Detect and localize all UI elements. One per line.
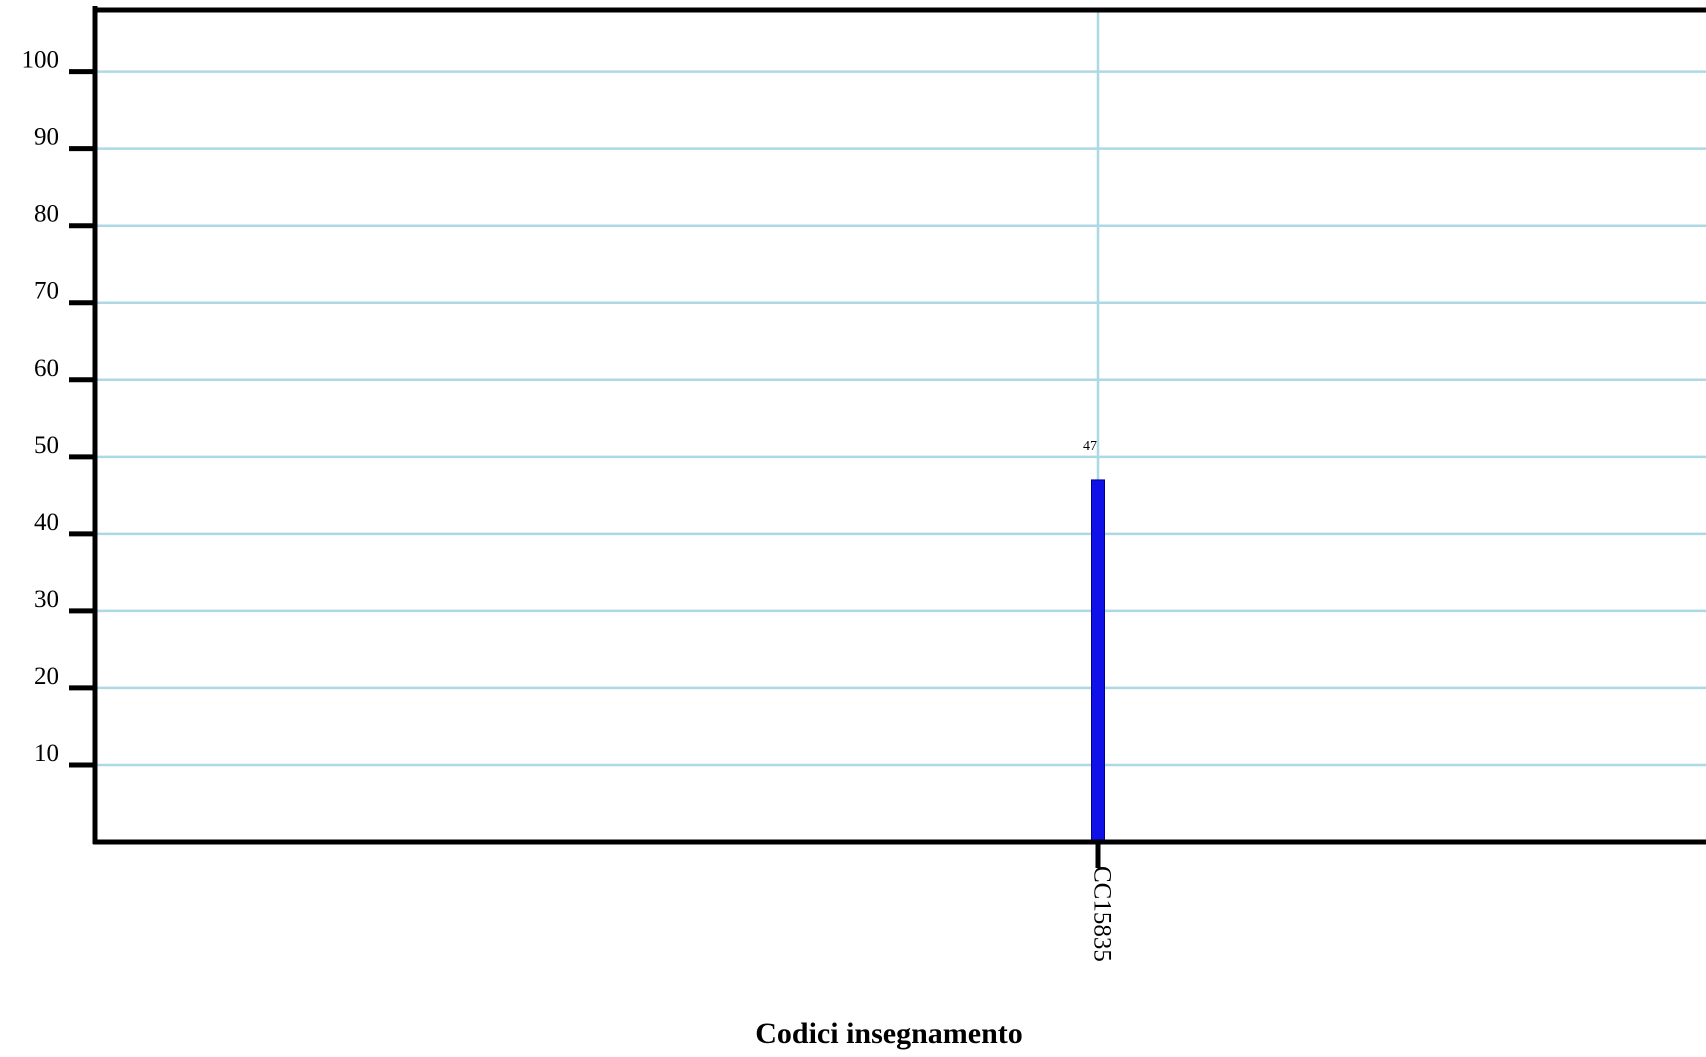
bar-CC15835 [1091,479,1105,843]
y-tick-label: 50 [34,432,59,459]
y-tick-label: 10 [34,740,59,767]
y-axis-ticks: 10 20 30 40 50 60 70 80 90 100 [22,47,95,768]
y-tick-label: 100 [22,47,60,74]
grid-lines [95,10,1706,842]
y-tick-label: 80 [34,201,59,228]
x-category-label: CC15835 [1088,866,1115,962]
bar-value-label: 47 [1083,439,1097,454]
y-tick-label: 60 [34,355,59,382]
bars: 47 [1083,439,1105,843]
y-tick-label: 90 [34,124,59,151]
axes [92,6,1706,845]
y-tick-label: 40 [34,509,59,536]
x-axis-ticks: CC15835 [1088,842,1115,962]
x-axis-title: Codici insegnamento [755,1017,1023,1050]
y-tick-label: 70 [34,278,59,305]
y-tick-label: 30 [34,586,59,613]
y-tick-label: 20 [34,663,59,690]
